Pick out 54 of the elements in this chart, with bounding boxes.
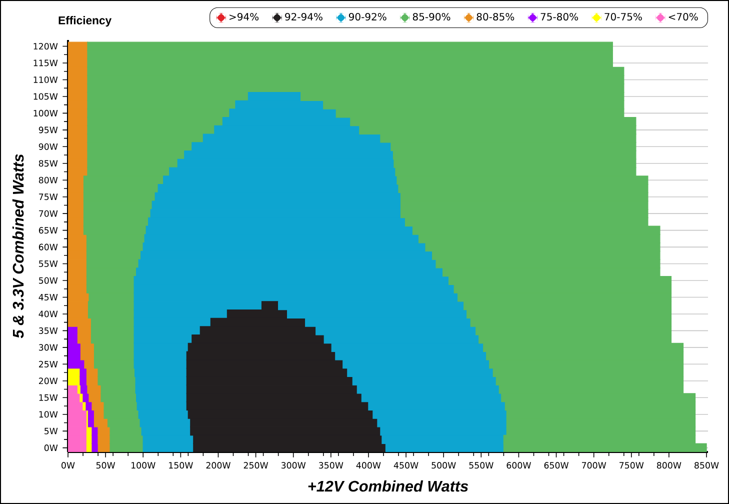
y-tick-label: 20W — [38, 378, 58, 384]
y-tick-label: 120W — [34, 43, 58, 50]
y-tick-label: 55W — [39, 260, 58, 267]
y-tick-label: 75W — [39, 194, 58, 200]
x-tick-label: 650W — [544, 462, 569, 469]
x-tick-label: 700W — [582, 462, 606, 469]
legend-label: <70% — [668, 12, 698, 21]
y-tick-label: 40W — [38, 310, 58, 318]
y-tick-label: 15W — [39, 394, 58, 401]
x-tick-label: 600W — [506, 462, 531, 469]
y-tick-label: 80W — [38, 176, 58, 184]
y-tick-label: 90W — [38, 143, 58, 150]
x-tick-label: 850W — [694, 462, 719, 469]
y-tick-label: 110W — [34, 76, 58, 84]
legend-label: 90-92% — [348, 12, 386, 21]
y-tick-label: 10W — [39, 411, 58, 418]
y-tick-label: 115W — [34, 60, 58, 66]
x-tick-label: 300W — [281, 462, 306, 469]
x-tick-label: 0W — [62, 462, 75, 469]
x-tick-label: 200W — [206, 462, 230, 469]
legend-label: 70-75% — [604, 12, 642, 21]
y-tick-label: 45W — [38, 294, 58, 300]
x-tick-label: 350W — [319, 462, 344, 469]
x-tick-label: 100W — [132, 462, 156, 469]
y-tick-label: 100W — [34, 110, 58, 116]
x-tick-label: 150W — [169, 462, 193, 469]
legend-label: 92-94% — [285, 12, 322, 21]
y-tick-label: 5W — [44, 428, 58, 434]
x-tick-label: 450W — [394, 462, 418, 469]
legend-label: 75-80% — [540, 12, 578, 21]
x-tick-label: 50W — [96, 462, 116, 469]
y-tick-label: 95W — [38, 126, 58, 134]
y-tick-label: 35W — [39, 327, 58, 334]
x-tick-label: 400W — [356, 462, 381, 469]
x-axis-title: +12V Combined Watts — [308, 480, 468, 492]
y-tick-label: 85W — [38, 160, 58, 167]
y-tick-label: 25W — [38, 360, 58, 368]
y-tick-label: 70W — [39, 210, 58, 217]
y-tick-label: 0W — [44, 444, 58, 452]
legend-label: 80-85% — [476, 12, 514, 21]
y-tick-label: 50W — [39, 277, 58, 284]
legend-label: >94% — [230, 12, 259, 21]
x-tick-label: 500W — [432, 462, 456, 469]
y-tick-label: 65W — [38, 227, 58, 234]
y-tick-label: 30W — [39, 344, 58, 351]
x-tick-label: 800W — [656, 462, 682, 469]
x-tick-label: 250W — [244, 462, 268, 469]
legend-label: 85-90% — [412, 12, 450, 21]
y-axis-title: 5 & 3.3V Combined Watts — [12, 154, 24, 338]
y-tick-label: 60W — [38, 244, 58, 250]
chart-title: Efficiency — [58, 16, 112, 27]
x-tick-label: 550W — [469, 462, 494, 469]
y-tick-label: 105W — [34, 93, 58, 100]
x-tick-label: 750W — [620, 462, 644, 469]
